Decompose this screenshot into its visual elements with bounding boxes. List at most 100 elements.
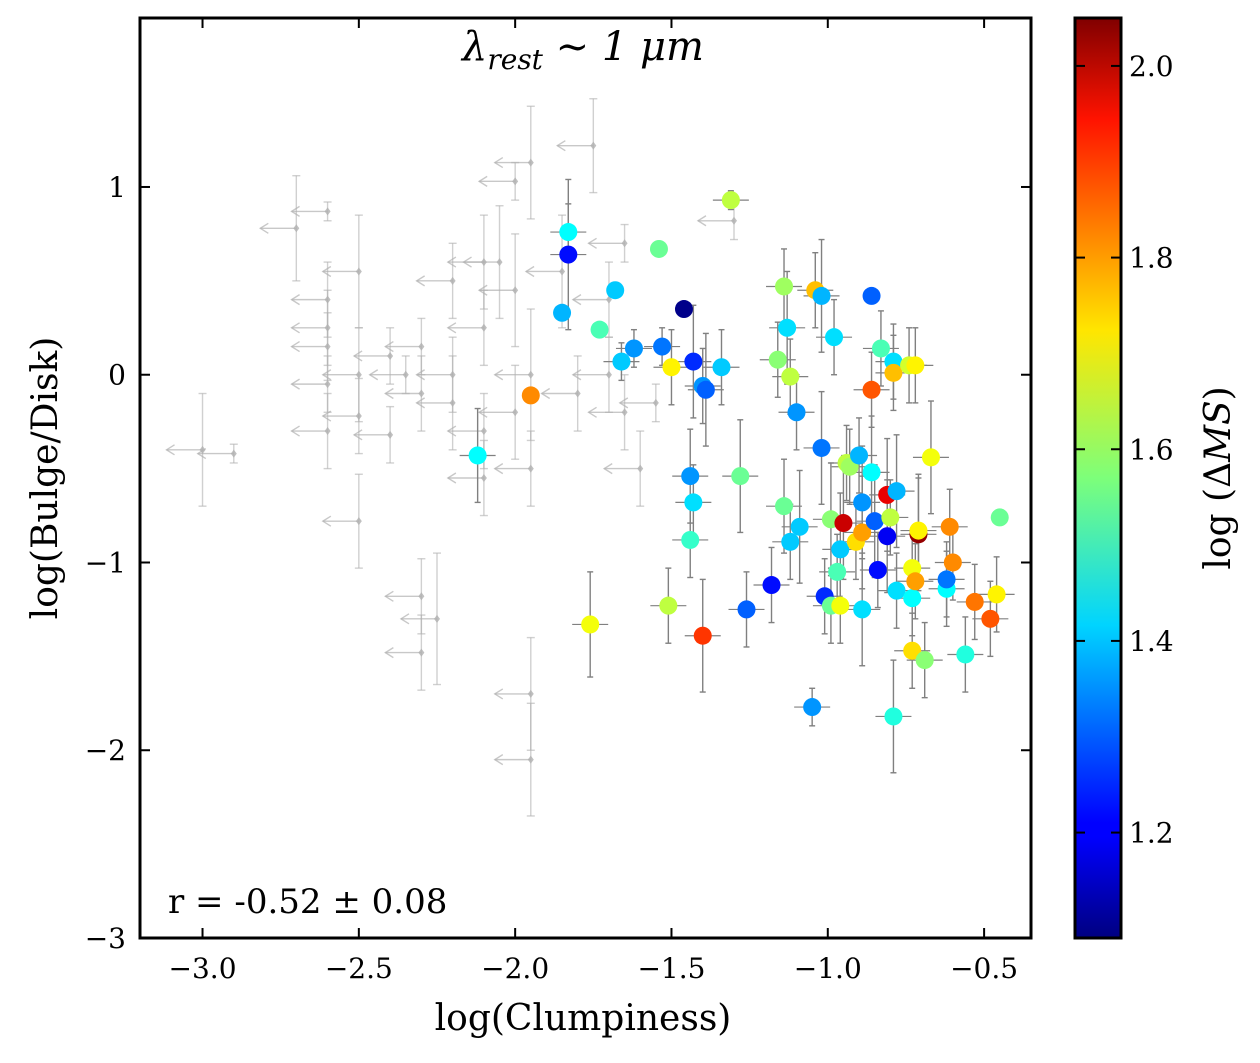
upper-limit-marker: [605, 370, 612, 379]
detection-point-53: [853, 493, 872, 512]
detection-point-85: [987, 585, 1006, 604]
upper-limit-marker: [418, 648, 425, 657]
upper-limit-marker: [559, 267, 566, 276]
upper-limit-marker: [621, 408, 628, 417]
upper-limit-marker: [512, 286, 519, 295]
upper-limit-marker: [652, 398, 659, 407]
upper-limit-arrow-head: [493, 463, 504, 475]
detection-point-55: [862, 286, 881, 305]
detection-point-4: [559, 245, 578, 264]
detection-point-18: [684, 493, 703, 512]
upper-limit-6: [290, 289, 332, 367]
upper-limit-15: [368, 355, 410, 395]
upper-limit-arrow-head: [477, 175, 488, 187]
detection-point-64: [884, 363, 903, 382]
upper-limit-arrow-head: [493, 688, 504, 700]
detection-point-15: [681, 467, 700, 486]
detection-point-50: [850, 446, 869, 465]
detection-point-82: [956, 645, 975, 664]
upper-limit-marker: [355, 370, 362, 379]
upper-limit-marker: [418, 592, 425, 601]
detection-point-13: [662, 358, 681, 377]
upper-limit-30: [477, 161, 520, 201]
detection-point-73: [906, 356, 925, 375]
detection-point-31: [781, 532, 800, 551]
upper-limit-23: [415, 355, 457, 451]
plot-title: λrest ∼ 1 μm: [460, 24, 704, 76]
detection-point-83: [965, 592, 984, 611]
upper-limit-marker: [731, 216, 737, 225]
detection-point-3: [559, 223, 578, 242]
upper-limit-17: [384, 355, 426, 432]
detection-point-52: [853, 523, 872, 542]
upper-limit-11: [290, 392, 332, 470]
axis-ticks: [140, 18, 1031, 939]
upper-limit-arrow-head: [555, 140, 566, 152]
upper-limit-marker: [418, 342, 425, 351]
upper-limit-38: [540, 355, 582, 432]
detection-point-42: [825, 328, 844, 347]
upper-limit-marker: [293, 224, 300, 233]
upper-limit-9: [321, 327, 363, 423]
detection-point-57: [865, 512, 884, 531]
upper-limit-arrow-head: [290, 294, 300, 306]
upper-limit-12: [321, 473, 363, 569]
detection-point-81: [943, 553, 962, 572]
upper-limit-marker: [527, 689, 534, 698]
correlation-annotation: r = -0.52 ± 0.08: [168, 882, 447, 922]
y-axis-title: log(Bulge/Disk): [25, 337, 66, 620]
upper-limit-arrow-head: [290, 378, 300, 390]
y-tick-label: 1: [108, 171, 126, 204]
upper-limit-arrow-head: [446, 425, 457, 437]
plot-frame: [138, 16, 1033, 940]
upper-limit-arrow-head: [462, 256, 472, 268]
upper-limit-marker: [621, 239, 628, 248]
detection-point-8: [612, 352, 631, 371]
upper-limit-25: [446, 289, 488, 367]
detection-point-80: [940, 517, 959, 536]
upper-limit-21: [415, 242, 457, 320]
upper-limit-marker: [324, 427, 331, 436]
detection-point-6: [590, 320, 609, 339]
detection-point-28: [775, 277, 794, 296]
upper-limit-4: [321, 214, 363, 329]
upper-limit-marker: [418, 389, 425, 398]
upper-limit-arrow-head: [477, 284, 488, 296]
upper-limit-arrow-head: [196, 447, 207, 460]
upper-limit-3: [290, 201, 332, 222]
upper-limit-arrow-head: [602, 463, 613, 475]
detection-point-20: [693, 626, 712, 645]
detection-point-45: [831, 596, 850, 615]
upper-limit-8: [290, 355, 332, 413]
detection-point-84: [981, 609, 1000, 628]
detection-point-7: [606, 281, 625, 300]
upper-limit-arrow-head: [696, 215, 707, 227]
upper-limit-14: [352, 405, 395, 464]
upper-limit-34: [493, 430, 535, 507]
colorbar-title-delta: Δ: [1198, 462, 1239, 488]
detection-point-33: [787, 403, 806, 422]
upper-limit-1: [196, 443, 238, 464]
colorbar-title-var: MS: [1198, 400, 1239, 463]
detection-point-0: [468, 446, 487, 465]
upper-limit-marker: [637, 464, 644, 473]
colorbar-title-post: ): [1198, 386, 1239, 400]
detection-point-76: [915, 651, 934, 670]
x-tick-label: −2.5: [325, 952, 393, 985]
x-tick-label: −1.5: [637, 952, 705, 985]
upper-limit-42: [587, 223, 629, 263]
upper-limit-arrow-head: [368, 369, 379, 381]
colorbar-title-pre: log (: [1198, 488, 1239, 570]
upper-limit-marker: [402, 370, 409, 379]
colorbar-ticks: 1.2 1.4 1.6 1.8 2.0: [1075, 50, 1174, 850]
upper-limit-arrow-head: [384, 590, 394, 602]
upper-limit-arrow-head: [446, 472, 457, 484]
detection-point-26: [762, 576, 781, 595]
detection-point-54: [862, 463, 881, 482]
upper-limit-0: [165, 392, 207, 507]
upper-limit-arrow-head: [493, 369, 504, 381]
detection-point-77: [921, 448, 940, 467]
x-tick-labels: −3.0 −2.5 −2.0 −1.5 −1.0 −0.5: [169, 952, 1019, 985]
upper-limit-29: [477, 233, 520, 348]
